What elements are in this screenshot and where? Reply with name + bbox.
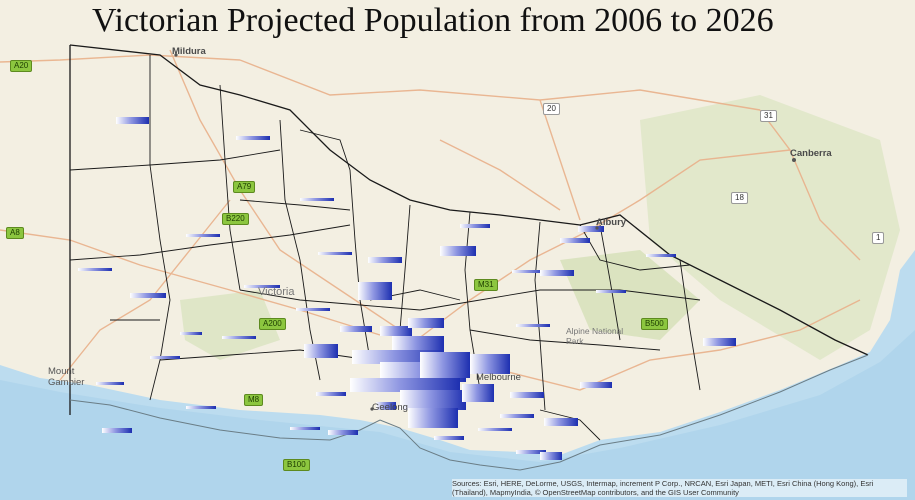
population-bar xyxy=(340,326,372,332)
population-bar xyxy=(478,428,512,431)
population-bar xyxy=(462,384,494,402)
road-shield-a20: A20 xyxy=(10,60,33,72)
city-dot xyxy=(174,53,178,57)
population-bar xyxy=(440,246,476,256)
population-bar xyxy=(222,336,256,339)
population-bar xyxy=(180,332,202,335)
population-bar xyxy=(470,354,510,374)
population-bar xyxy=(516,450,546,454)
population-bar xyxy=(500,414,534,418)
population-bar xyxy=(244,285,280,288)
population-bar xyxy=(512,270,546,273)
place-label-canberra: Canberra xyxy=(790,148,832,159)
population-bar xyxy=(544,418,578,426)
road-shield-m8: M8 xyxy=(244,394,264,406)
city-markers xyxy=(174,53,796,411)
population-bar xyxy=(580,382,612,388)
population-bar xyxy=(408,318,444,328)
population-bar xyxy=(392,336,444,352)
lga-boundaries xyxy=(69,55,701,441)
population-bar xyxy=(510,392,544,398)
place-label-alpine-national-park: Alpine National Park xyxy=(566,326,624,346)
population-bar xyxy=(578,226,604,232)
population-bar xyxy=(130,293,166,298)
population-bar xyxy=(304,344,338,358)
population-bar xyxy=(236,136,270,140)
population-bar xyxy=(78,268,112,271)
population-bars xyxy=(78,117,736,460)
population-bar xyxy=(408,408,458,428)
road-shield-b500: B500 xyxy=(641,318,668,330)
forest-area xyxy=(180,290,280,360)
population-bar xyxy=(646,254,676,257)
population-bar xyxy=(116,117,149,124)
population-bar xyxy=(368,257,402,263)
population-bar xyxy=(318,252,352,255)
population-bar xyxy=(540,452,562,460)
state-border xyxy=(69,44,869,356)
population-bar xyxy=(296,308,330,311)
ocean-shallow xyxy=(0,330,915,500)
place-label-albury: Albury xyxy=(596,217,627,228)
population-bar xyxy=(540,270,574,276)
place-label-geelong: Geelong xyxy=(372,402,408,413)
city-dot xyxy=(792,158,796,162)
map-attribution: Sources: Esri, HERE, DeLorme, USGS, Inte… xyxy=(452,479,907,497)
city-dot xyxy=(370,407,374,411)
road-shield-b100: B100 xyxy=(283,459,310,471)
population-bar xyxy=(376,402,396,410)
population-bar xyxy=(290,427,320,430)
road-shield-a8: A8 xyxy=(6,227,24,239)
road-shield-a200: A200 xyxy=(259,318,286,330)
road-shield-a79: A79 xyxy=(233,181,256,193)
population-bar xyxy=(380,326,412,336)
population-bar xyxy=(703,338,736,346)
population-bar xyxy=(186,406,216,409)
road-shield-20: 20 xyxy=(543,103,560,115)
city-dot xyxy=(595,226,599,230)
population-bar xyxy=(516,324,550,327)
population-bar xyxy=(300,198,334,201)
population-bar xyxy=(102,428,132,433)
population-bar xyxy=(420,352,470,378)
population-bar xyxy=(186,234,220,237)
population-bar xyxy=(316,392,346,396)
coastline xyxy=(69,354,869,471)
map-title: Victorian Projected Population from 2006… xyxy=(92,2,774,39)
population-bar xyxy=(400,390,466,410)
road-shield-18: 18 xyxy=(731,192,748,204)
place-label-mildura: Mildura xyxy=(172,46,206,57)
population-bar xyxy=(150,356,180,359)
road-shield-31: 31 xyxy=(760,110,777,122)
road-shield-b220: B220 xyxy=(222,213,249,225)
population-bar xyxy=(350,378,460,392)
forest-area xyxy=(640,95,900,360)
forest-area xyxy=(560,250,700,340)
population-bar xyxy=(460,224,490,228)
place-label-victoria: Victoria xyxy=(258,286,295,298)
place-label-mount-gambier: Mount Gambier xyxy=(48,366,85,388)
population-bar xyxy=(434,436,464,440)
population-bar xyxy=(358,282,392,300)
population-bar xyxy=(596,290,626,293)
population-bar xyxy=(328,430,358,435)
road-shield-1: 1 xyxy=(872,232,885,244)
population-bar xyxy=(560,238,590,243)
place-label-melbourne: Melbourne xyxy=(476,372,521,383)
road-shield-m31: M31 xyxy=(474,279,498,291)
population-bar xyxy=(96,382,124,385)
